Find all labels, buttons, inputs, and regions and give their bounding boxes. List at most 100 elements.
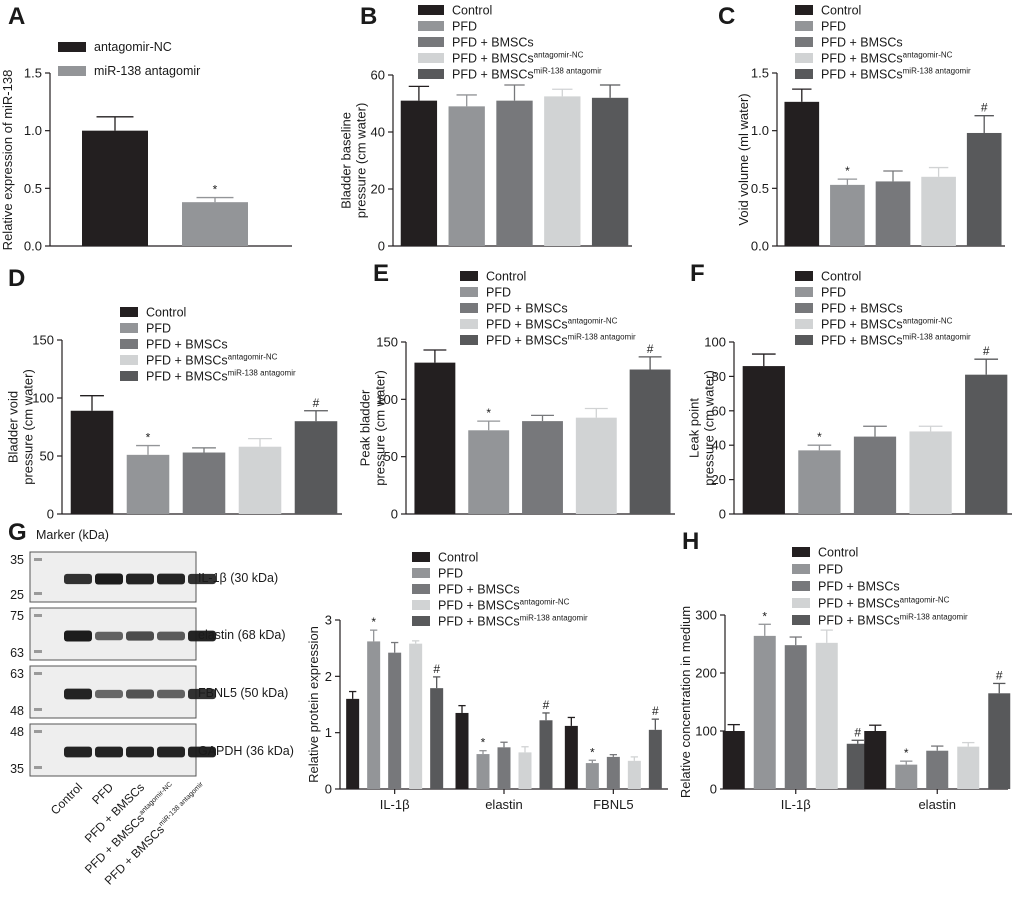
blot-band	[64, 573, 92, 585]
panel-e-legend-swatch	[460, 271, 478, 281]
blot-band	[64, 688, 92, 700]
panel-g-bar	[367, 641, 381, 789]
panel-d-y-tick-label: 50	[40, 449, 54, 464]
panel-h-legend-swatch	[792, 564, 810, 574]
panel-letter-b: B	[360, 3, 377, 30]
panel-b-legend-swatch	[418, 5, 444, 15]
panel-h-y-tick-label: 200	[695, 666, 717, 681]
panel-a-y-tick-label: 1.5	[24, 66, 42, 81]
panel-g-bar	[606, 756, 620, 789]
panel-h-legend-swatch	[792, 581, 810, 591]
panel-c-bar	[784, 101, 820, 246]
blot-marker-label: 25	[10, 588, 24, 602]
panel-h-legend-label: PFD + BMSCsantagomir-NC	[818, 596, 950, 611]
panel-b-y-tick-label: 20	[371, 182, 385, 197]
blot-band	[188, 746, 216, 758]
panel-a-y-tick-label: 1.0	[24, 123, 42, 138]
panel-letter-f: F	[690, 260, 705, 287]
panel-b-y-tick-label: 60	[371, 68, 385, 83]
panel-f-legend-label-superscript: antagomir-NC	[903, 317, 953, 326]
panel-d-legend-swatch	[120, 323, 138, 333]
panel-g-x-tick-label: elastin	[485, 797, 523, 812]
blot-marker-label: 48	[10, 725, 24, 739]
panel-d-bar	[126, 454, 170, 514]
blot-strip: 63 48 FBNL5 (50 kDa)	[10, 665, 288, 719]
panel-b-bar	[400, 100, 438, 247]
panel-e-legend-label-base: PFD	[486, 286, 511, 300]
panel-a-legend-swatch	[58, 42, 86, 52]
panel-g-legend-swatch	[412, 568, 430, 578]
blot-marker-label: 63	[10, 646, 24, 660]
panel-e-bar	[414, 362, 456, 514]
panel-e-legend-swatch	[460, 287, 478, 297]
panel-h-legend-label-base: PFD + BMSCs	[818, 614, 900, 628]
panel-g-significance-star: *	[590, 745, 595, 759]
panel-h-legend-swatch	[792, 598, 810, 608]
panel-h-significance-star: *	[904, 746, 909, 760]
panel-b-legend-label: PFD	[452, 20, 477, 34]
panel-f-significance-hash: #	[983, 344, 990, 358]
panel-g-legend-label-base: PFD + BMSCs	[438, 599, 520, 613]
blot-lane-label-base: Control	[48, 780, 85, 817]
panel-h-legend-label-superscript: antagomir-NC	[900, 596, 950, 605]
panel-c-legend-swatch	[795, 5, 813, 15]
panel-g-bar	[648, 729, 662, 789]
panel-c-legend-label-superscript: miR-138 antagomir	[903, 67, 971, 76]
panel-d-legend-swatch	[120, 355, 138, 365]
blot-marker-label: 48	[10, 704, 24, 718]
panel-b-y-tick-label: 0	[378, 239, 385, 254]
panel-a-y-tick-label: 0.5	[24, 181, 42, 196]
panel-d-significance-hash: #	[313, 396, 320, 410]
panel-e-bar	[629, 369, 671, 514]
panel-b-y-tick-label: 40	[371, 125, 385, 140]
panel-e-significance-hash: #	[647, 342, 654, 356]
panel-h-significance-hash: #	[854, 725, 861, 739]
panel-d-legend-label: PFD + BMSCsantagomir-NC	[146, 353, 278, 368]
panel-d-legend-label-base: PFD	[146, 322, 171, 336]
blot-band	[157, 573, 185, 585]
panel-f-legend-label-base: PFD	[821, 286, 846, 300]
blot-band	[126, 746, 154, 758]
panel-e-bar	[522, 421, 563, 514]
panel-b-y-axis-label: Bladder baseline	[339, 112, 354, 209]
panel-c-bar	[830, 184, 865, 246]
panel-g-bar	[388, 652, 402, 789]
panel-g-legend-swatch	[412, 552, 430, 562]
panel-c-y-tick-label: 1.5	[751, 66, 769, 81]
panel-d-legend-label: Control	[146, 306, 186, 320]
panel-d-y-axis-label: Bladder void	[6, 391, 21, 463]
panel-g-legend-label-base: PFD + BMSCs	[438, 583, 520, 597]
blot-band	[95, 746, 123, 758]
blot-marker-band	[34, 650, 42, 653]
panel-b-legend-label-base: PFD	[452, 20, 477, 34]
panel-d-bar	[182, 452, 226, 514]
panel-c-legend-label: PFD	[821, 20, 846, 34]
blot-marker-band	[34, 730, 42, 733]
panel-c-legend-label-base: PFD + BMSCs	[821, 52, 903, 66]
panel-b-legend-label-superscript: antagomir-NC	[534, 51, 584, 60]
panel-e-legend-swatch	[460, 319, 478, 329]
panel-f-y-tick-label: 0	[719, 507, 726, 522]
panel-h-legend-label-base: PFD	[818, 563, 843, 577]
panel-g-bar	[627, 760, 641, 789]
panel-h-legend-label-superscript: miR-138 antagomir	[900, 613, 968, 622]
panel-f-y-tick-label: 80	[712, 369, 726, 384]
panel-g-legend-label-base: PFD + BMSCs	[438, 615, 520, 629]
panel-g-y-tick-label: 2	[325, 669, 332, 684]
panel-g-legend-label-superscript: antagomir-NC	[520, 598, 570, 607]
panel-b-legend-label: PFD + BMSCs	[452, 36, 534, 50]
panel-g-legend-label: PFD + BMSCsantagomir-NC	[438, 598, 570, 613]
panel-f-y-axis-label: Leak point	[687, 398, 702, 458]
panel-f-y-tick-label: 60	[712, 403, 726, 418]
panel-f-legend-label-base: PFD + BMSCs	[821, 318, 903, 332]
panel-letter-c: C	[718, 3, 735, 30]
panel-letter-e: E	[373, 260, 389, 287]
panel-b-bar	[448, 106, 485, 246]
panel-b-legend-swatch	[418, 37, 444, 47]
panel-letter-d: D	[8, 265, 25, 292]
panel-b-legend-label-base: Control	[452, 4, 492, 18]
panel-d-significance-star: *	[146, 431, 151, 445]
